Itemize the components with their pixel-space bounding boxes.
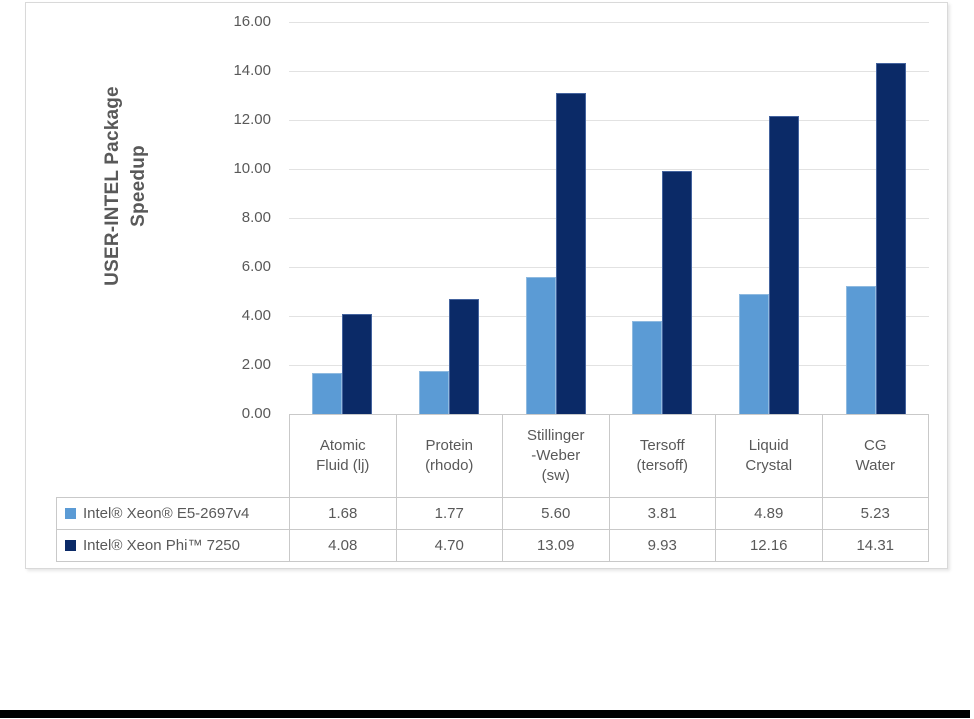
y-axis-title: USER-INTEL Package Speedup bbox=[100, 0, 152, 396]
y-tick-label: 12.00 bbox=[233, 111, 271, 128]
value-cell: 4.70 bbox=[395, 529, 503, 562]
category-label-line: (sw) bbox=[541, 467, 570, 484]
category-label: Stillinger -Weber (sw) bbox=[502, 414, 610, 498]
category-label-line: Stillinger bbox=[526, 427, 585, 444]
category-label-line: (tersoff) bbox=[636, 457, 688, 474]
y-gridline bbox=[289, 22, 929, 23]
value-cell: 9.93 bbox=[608, 529, 716, 562]
bar-series2-2 bbox=[449, 299, 479, 414]
category-label-line: Atomic bbox=[319, 437, 366, 454]
category-label-line: Tersoff bbox=[639, 437, 685, 454]
category-label-line: Crystal bbox=[745, 457, 793, 474]
bar-series1-3 bbox=[526, 277, 556, 414]
legend-swatch-icon bbox=[65, 508, 76, 519]
bar-series1-4 bbox=[632, 321, 662, 414]
y-tick-label: 16.00 bbox=[233, 13, 271, 30]
category-label: CG Water bbox=[821, 414, 929, 498]
value-cell: 12.16 bbox=[715, 529, 823, 562]
bar-series2-4 bbox=[662, 171, 692, 414]
y-axis-title-line: Speedup bbox=[128, 145, 149, 227]
category-label: Liquid Crystal bbox=[715, 414, 823, 498]
y-gridline bbox=[289, 316, 929, 317]
bar-series2-5 bbox=[769, 116, 799, 414]
category-label-line: (rhodo) bbox=[425, 457, 474, 474]
plot-area: 16.00 14.00 12.00 10.00 8.00 6.00 4.00 2.00 0.00 bbox=[233, 13, 929, 422]
series-name: Intel® Xeon Phi™ 7250 bbox=[83, 537, 240, 554]
category-label-line: Water bbox=[855, 457, 895, 474]
y-gridline bbox=[289, 71, 929, 72]
y-tick-label: 10.00 bbox=[233, 160, 271, 177]
value-cell: 1.68 bbox=[289, 497, 397, 530]
value-cell: 5.60 bbox=[502, 497, 610, 530]
category-label-line: Protein bbox=[425, 437, 474, 454]
value-cell: 4.89 bbox=[715, 497, 823, 530]
series-name: Intel® Xeon® E5-2697v4 bbox=[83, 505, 250, 522]
category-label-line: CG bbox=[864, 437, 887, 454]
y-tick-label: 4.00 bbox=[241, 307, 271, 324]
y-gridline bbox=[289, 169, 929, 170]
legend-cell: Intel® Xeon® E5-2697v4 bbox=[56, 497, 290, 530]
legend-swatch-icon bbox=[65, 540, 76, 551]
value-cell: 1.77 bbox=[395, 497, 503, 530]
category-header-row: Atomic Fluid (lj) Protein (rhodo) Stillinger… bbox=[57, 414, 929, 498]
category-label: Protein (rhodo) bbox=[395, 414, 503, 498]
bottom-black-strip bbox=[0, 710, 970, 718]
bar-series2-3 bbox=[556, 93, 586, 414]
value-cell: 3.81 bbox=[608, 497, 716, 530]
bar-series2-6 bbox=[876, 63, 906, 414]
category-label: Atomic Fluid (lj) bbox=[289, 414, 397, 498]
value-cell: 14.31 bbox=[821, 529, 929, 562]
y-tick-label: 6.00 bbox=[241, 258, 271, 275]
category-label: Tersoff (tersoff) bbox=[608, 414, 716, 498]
bar-series1-6 bbox=[846, 286, 876, 414]
value-cell: 5.23 bbox=[821, 497, 929, 530]
series-row: Intel® Xeon Phi™ 7250 4.08 4.70 13.09 9.93 12… bbox=[56, 529, 929, 562]
bar-series1-5 bbox=[739, 294, 769, 414]
legend-cell: Intel® Xeon Phi™ 7250 bbox=[56, 529, 290, 562]
bar-series1-2 bbox=[419, 371, 449, 414]
bar-series1-1 bbox=[312, 373, 342, 414]
y-tick-label: 8.00 bbox=[241, 209, 271, 226]
y-tick-label: 14.00 bbox=[233, 62, 271, 79]
value-cell: 13.09 bbox=[502, 529, 610, 562]
y-tick-label: 0.00 bbox=[241, 405, 271, 422]
data-table-body: Atomic Fluid (lj) Protein (rhodo) Stillinger… bbox=[56, 414, 929, 562]
category-label-line: -Weber bbox=[531, 447, 581, 464]
category-label-line: Liquid bbox=[748, 437, 789, 454]
y-gridline bbox=[289, 218, 929, 219]
table-blank-corner bbox=[57, 415, 290, 498]
y-axis-title-line: USER-INTEL Package bbox=[102, 86, 123, 286]
data-table: Atomic Fluid (lj) Protein (rhodo) Stillinger… bbox=[56, 414, 929, 562]
chart-frame: USER-INTEL Package Speedup 16.00 14.00 12.… bbox=[25, 2, 948, 569]
y-gridline bbox=[289, 267, 929, 268]
y-gridline bbox=[289, 120, 929, 121]
value-cell: 4.08 bbox=[289, 529, 397, 562]
series-row: Intel® Xeon® E5-2697v4 1.68 1.77 5.60 3.81 4.… bbox=[56, 497, 929, 530]
y-tick-label: 2.00 bbox=[241, 356, 271, 373]
bar-series2-1 bbox=[342, 314, 372, 414]
y-gridline bbox=[289, 365, 929, 366]
category-label-line: Fluid (lj) bbox=[316, 457, 370, 474]
